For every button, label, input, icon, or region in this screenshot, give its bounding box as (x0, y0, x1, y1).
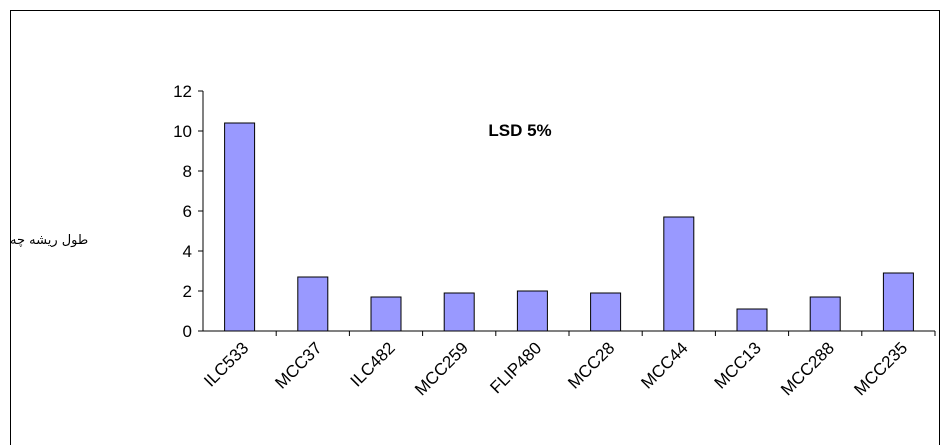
bar-mcc44 (663, 216, 695, 332)
y-tick-label: 0 (183, 322, 192, 341)
x-tick-label: ILC533 (200, 338, 252, 390)
lsd-annotation: LSD 5% (488, 121, 551, 140)
y-tick-label: 10 (173, 122, 192, 141)
y-axis-label: طول ریشه چه (10, 233, 89, 248)
bar-mcc28 (590, 292, 622, 332)
x-tick-label: FLIP480 (486, 338, 545, 397)
x-tick-label: MCC37 (271, 338, 325, 392)
bar-mcc13 (736, 308, 768, 332)
y-tick-label: 6 (183, 202, 192, 221)
x-tick-label: MCC28 (564, 338, 618, 392)
x-tick-label: MCC235 (850, 338, 911, 399)
bar-flip480 (516, 290, 548, 332)
bar-mcc259 (443, 292, 475, 332)
y-tick-label: 2 (183, 282, 192, 301)
y-tick-label: 4 (183, 242, 192, 261)
bar-mcc288 (809, 296, 841, 332)
y-tick-label: 12 (173, 82, 192, 101)
x-tick-label: ILC482 (347, 338, 399, 390)
x-tick-label: MCC44 (637, 338, 691, 392)
bar-mcc235 (882, 272, 914, 332)
bar-mcc37 (297, 276, 329, 332)
bar-ilc533 (224, 122, 256, 332)
bar-ilc482 (370, 296, 402, 332)
x-tick-label: MCC259 (411, 338, 472, 399)
x-tick-label: MCC13 (711, 338, 765, 392)
chart-frame (10, 10, 940, 445)
x-tick-label: MCC288 (777, 338, 838, 399)
y-tick-label: 8 (183, 162, 192, 181)
